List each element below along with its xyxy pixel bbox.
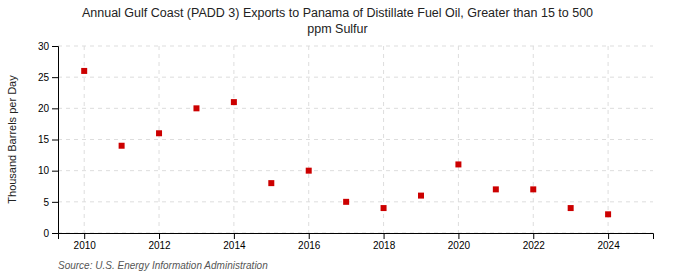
title-line: Annual Gulf Coast (PADD 3) Exports to Pa…: [82, 6, 593, 20]
point: [418, 193, 424, 199]
y-tick-label: 10: [38, 165, 50, 176]
y-tick-mark: [52, 233, 58, 234]
x-tick-label: 2014: [223, 240, 246, 251]
grid: [58, 46, 653, 233]
x-tick-label: 2018: [373, 240, 396, 251]
annotation: Source: U.S. Energy Information Administ…: [58, 260, 268, 271]
x-tick: 2014: [223, 233, 246, 251]
y-axis-label: Thousand Barrels per Day: [6, 75, 18, 204]
plot-area: 2010 2012 2014 2016 2018 2020 2022 2024 0 5 10 15 20…: [38, 41, 654, 251]
point: [381, 205, 387, 211]
point: [568, 205, 574, 211]
y-axis: 0 5 10 15 20 25 30: [38, 41, 59, 239]
grid-line-x: [233, 46, 234, 233]
title-line: ppm Sulfur: [307, 22, 367, 36]
x-tick: 2024: [597, 233, 620, 251]
y-tick-label: 30: [38, 41, 50, 52]
grid-line-y: [58, 46, 653, 47]
x-axis: 2010 2012 2014 2016 2018 2020 2022 2024: [59, 233, 654, 251]
y-tick: 15: [38, 134, 58, 145]
y-axis-line: [52, 47, 59, 234]
grid-line-x: [383, 46, 384, 233]
x-tick-label: 2016: [298, 240, 321, 251]
x-tick-mark: [84, 233, 85, 239]
x-tick-mark: [458, 233, 459, 239]
point: [343, 199, 349, 205]
x-tick-mark: [309, 233, 310, 239]
grid-line-y: [58, 170, 653, 171]
grid-line-x: [533, 46, 534, 233]
y-tick: 5: [43, 197, 58, 208]
point: [605, 211, 611, 217]
x-tick: 2012: [148, 233, 171, 251]
points: [81, 68, 611, 217]
y-tick-mark: [52, 77, 58, 78]
x-tick-label: 2010: [74, 240, 97, 251]
x-tick-label: 2024: [597, 240, 620, 251]
point: [455, 161, 461, 167]
y-tick-label: 0: [43, 228, 49, 239]
y-tick-label: 20: [38, 103, 50, 114]
y-tick-mark: [52, 171, 58, 172]
point: [119, 143, 125, 149]
point: [193, 105, 199, 111]
x-tick-mark: [533, 233, 534, 239]
grid-line-x: [308, 46, 309, 233]
point: [493, 186, 499, 192]
y-tick-label: 5: [43, 197, 49, 208]
x-tick: 2020: [448, 233, 471, 251]
x-tick-mark: [234, 233, 235, 239]
point: [156, 130, 162, 136]
point: [268, 180, 274, 186]
y-tick: 20: [38, 103, 58, 114]
y-tick: 30: [38, 41, 58, 52]
grid-line-x: [458, 46, 459, 233]
point: [81, 68, 87, 74]
y-tick-mark: [52, 108, 58, 109]
x-axis-line: [59, 234, 654, 240]
point: [530, 186, 536, 192]
y-tick-mark: [52, 46, 58, 47]
grid-line-y: [58, 201, 653, 202]
grid-line-y: [58, 139, 653, 140]
x-tick-label: 2022: [523, 240, 546, 251]
grid-line-x: [84, 46, 85, 233]
y-tick: 25: [38, 72, 58, 83]
x-tick: 2022: [523, 233, 546, 251]
grid-line-y: [58, 77, 653, 78]
x-tick-label: 2020: [448, 240, 471, 251]
x-tick-mark: [159, 233, 160, 239]
y-tick: 0: [43, 228, 58, 239]
y-tick-mark: [52, 202, 58, 203]
x-tick-label: 2012: [148, 240, 171, 251]
title: Annual Gulf Coast (PADD 3) Exports to Pa…: [82, 6, 593, 36]
y-tick-label: 15: [38, 134, 50, 145]
y-tick: 10: [38, 165, 58, 176]
x-tick: 2010: [74, 233, 97, 251]
x-tick: 2016: [298, 233, 321, 251]
y-tick-mark: [52, 140, 58, 141]
grid-line-y: [58, 108, 653, 109]
point: [306, 168, 312, 174]
x-tick-mark: [384, 233, 385, 239]
y-tick-label: 25: [38, 72, 50, 83]
x-tick: 2018: [373, 233, 396, 251]
grid-line-x: [608, 46, 609, 233]
x-tick-mark: [608, 233, 609, 239]
chart: Annual Gulf Coast (PADD 3) Exports to Pa…: [0, 0, 675, 275]
point: [231, 99, 237, 105]
grid-line-x: [159, 46, 160, 233]
